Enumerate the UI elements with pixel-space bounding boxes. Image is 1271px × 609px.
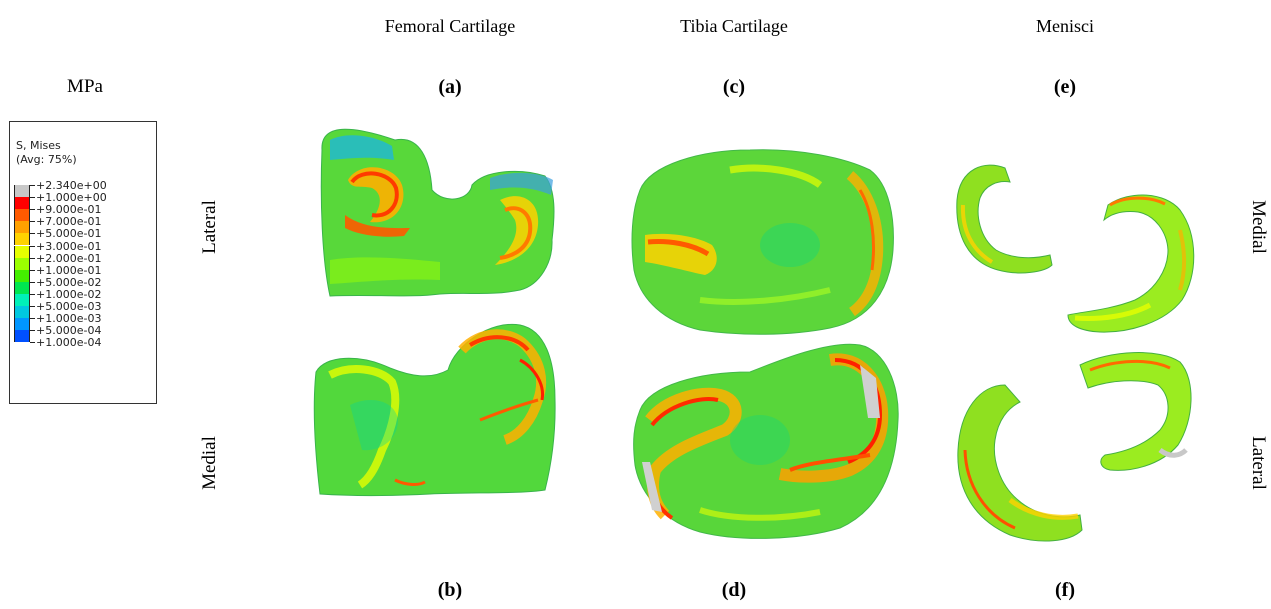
legend-tick-label: +1.000e-01 <box>36 263 102 277</box>
legend-swatch <box>14 185 30 198</box>
legend-tick: +7.000e-01 <box>10 215 150 233</box>
legend-tick-mark <box>30 245 35 247</box>
legend-swatch <box>14 221 30 234</box>
column-title-femoral: Femoral Cartilage <box>384 16 516 36</box>
legend-tick-mark <box>30 233 35 235</box>
legend-swatch <box>14 330 30 343</box>
legend-tick-mark <box>30 306 35 307</box>
panel-label-d: (d) <box>721 579 747 601</box>
stress-legend: S, Mises (Avg: 75%) +2.340e+00 +1.000e+00… <box>9 121 157 404</box>
legend-swatch <box>14 269 30 282</box>
legend-tick-label: +1.000e-04 <box>36 336 102 350</box>
legend-tick-label: +1.000e+00 <box>36 191 107 205</box>
legend-tick-label: +9.000e-01 <box>36 203 102 217</box>
legend-tick-mark <box>30 342 35 344</box>
legend-tick-mark <box>30 185 35 186</box>
legend-tick: +2.340e+00 <box>10 179 150 197</box>
legend-swatch <box>14 293 30 306</box>
legend-title: S, Mises <box>16 139 61 152</box>
femoral-medial-plot <box>313 323 556 496</box>
legend-tick: +5.000e-03 <box>10 300 150 318</box>
legend-tick-label: +3.000e-01 <box>36 239 102 253</box>
legend-tick-label: +2.000e-01 <box>36 251 102 265</box>
legend-swatch <box>14 245 30 258</box>
unit-label: MPa <box>67 76 103 97</box>
legend-tick-mark <box>30 221 35 223</box>
legend-tick: +1.000e-04 <box>10 336 150 354</box>
legend-swatch <box>14 318 30 331</box>
legend-tick: +1.000e-02 <box>10 288 150 306</box>
legend-tick: +5.000e-01 <box>10 227 150 245</box>
menisci-upper-plot <box>956 164 1195 333</box>
legend-tick-mark <box>30 209 35 211</box>
legend-tick-mark <box>30 293 35 295</box>
legend-tick: +1.000e-01 <box>10 264 150 282</box>
legend-tick-label: +5.000e-03 <box>36 300 102 313</box>
femoral-lateral-plot <box>320 128 555 297</box>
legend-tick-label: +2.340e+00 <box>36 179 107 192</box>
legend-tick-label: +5.000e-02 <box>36 275 102 289</box>
legend-swatch <box>14 306 30 319</box>
panel-label-b: (b) <box>437 579 463 601</box>
panel-label-c: (c) <box>722 76 746 98</box>
panel-label-f: (f) <box>1055 579 1075 601</box>
legend-tick-mark <box>30 257 35 259</box>
legend-swatch <box>14 209 30 222</box>
legend-tick: +9.000e-01 <box>10 203 150 221</box>
panel-label-a: (a) <box>438 76 462 98</box>
panel-label-e: (e) <box>1053 76 1077 98</box>
tibia-upper-plot <box>631 149 894 335</box>
legend-tick-label: +1.000e-03 <box>36 312 102 326</box>
legend-tick: +1.000e-03 <box>10 312 150 330</box>
legend-swatch <box>14 197 30 210</box>
legend-tick: +2.000e-01 <box>10 252 150 270</box>
legend-tick-mark <box>30 281 35 283</box>
legend-swatch <box>14 233 30 246</box>
column-title-tibia: Tibia Cartilage <box>680 16 788 36</box>
legend-tick-mark <box>30 197 35 199</box>
legend-tick: +3.000e-01 <box>10 240 150 258</box>
column-title-menisci: Menisci <box>1036 16 1094 36</box>
legend-tick-label: +5.000e-01 <box>36 227 102 241</box>
legend-tick-mark <box>30 318 35 320</box>
legend-tick: +5.000e-02 <box>10 276 150 294</box>
legend-tick-label: +1.000e-02 <box>36 287 102 301</box>
legend-swatch <box>14 257 30 270</box>
legend-swatch <box>14 281 30 294</box>
legend-tick: +5.000e-04 <box>10 324 150 342</box>
legend-subtitle: (Avg: 75%) <box>16 153 77 166</box>
legend-tick-mark <box>30 269 35 271</box>
menisci-lower-plot <box>957 352 1192 542</box>
tibia-lower-plot <box>633 343 899 539</box>
legend-scale: +2.340e+00 +1.000e+00 +9.000e-01 +7.000e-01… <box>10 122 156 403</box>
legend-tick: +1.000e+00 <box>10 191 150 209</box>
legend-tick-mark <box>30 330 35 332</box>
legend-tick-label: +7.000e-01 <box>36 215 102 229</box>
legend-tick-label: +5.000e-04 <box>36 324 102 338</box>
